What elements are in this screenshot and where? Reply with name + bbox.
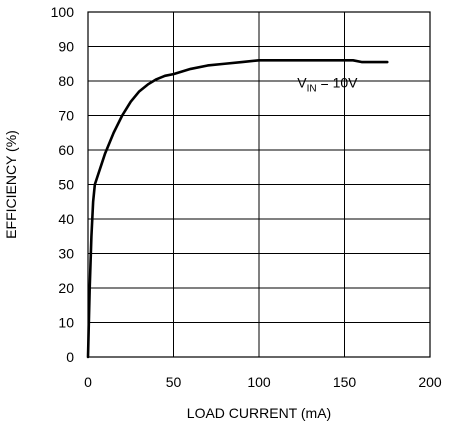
y-axis-label: EFFICIENCY (%) <box>3 130 19 239</box>
vin-annotation: VIN = 10V <box>297 75 358 95</box>
y-tick-label: 60 <box>58 142 74 158</box>
grid <box>87 11 431 358</box>
y-tick-label: 0 <box>66 349 74 365</box>
x-tick-labels: 0 50 100 150 200 <box>84 374 442 390</box>
y-tick-label: 80 <box>58 73 74 89</box>
vin-annotation-subscript: IN <box>307 84 317 95</box>
y-tick-label: 20 <box>58 280 74 296</box>
x-tick-label: 200 <box>418 374 442 390</box>
y-tick-labels: 0 10 20 30 40 50 60 70 80 90 100 <box>51 4 75 365</box>
y-tick-label: 70 <box>58 108 74 124</box>
y-tick-label: 10 <box>58 315 74 331</box>
y-tick-label: 100 <box>51 4 75 20</box>
x-tick-label: 50 <box>166 374 182 390</box>
x-axis-label: LOAD CURRENT (mA) <box>187 405 331 421</box>
plot-frame <box>87 11 431 358</box>
vin-annotation-suffix: = 10V <box>317 75 359 91</box>
x-tick-label: 100 <box>247 374 271 390</box>
x-tick-label: 150 <box>333 374 357 390</box>
y-tick-label: 50 <box>58 177 74 193</box>
vin-annotation-main: V <box>297 75 307 91</box>
y-tick-label: 30 <box>58 246 74 262</box>
y-tick-label: 40 <box>58 211 74 227</box>
efficiency-series-line <box>86 59 389 359</box>
y-tick-label: 90 <box>58 39 74 55</box>
x-tick-label: 0 <box>84 374 92 390</box>
